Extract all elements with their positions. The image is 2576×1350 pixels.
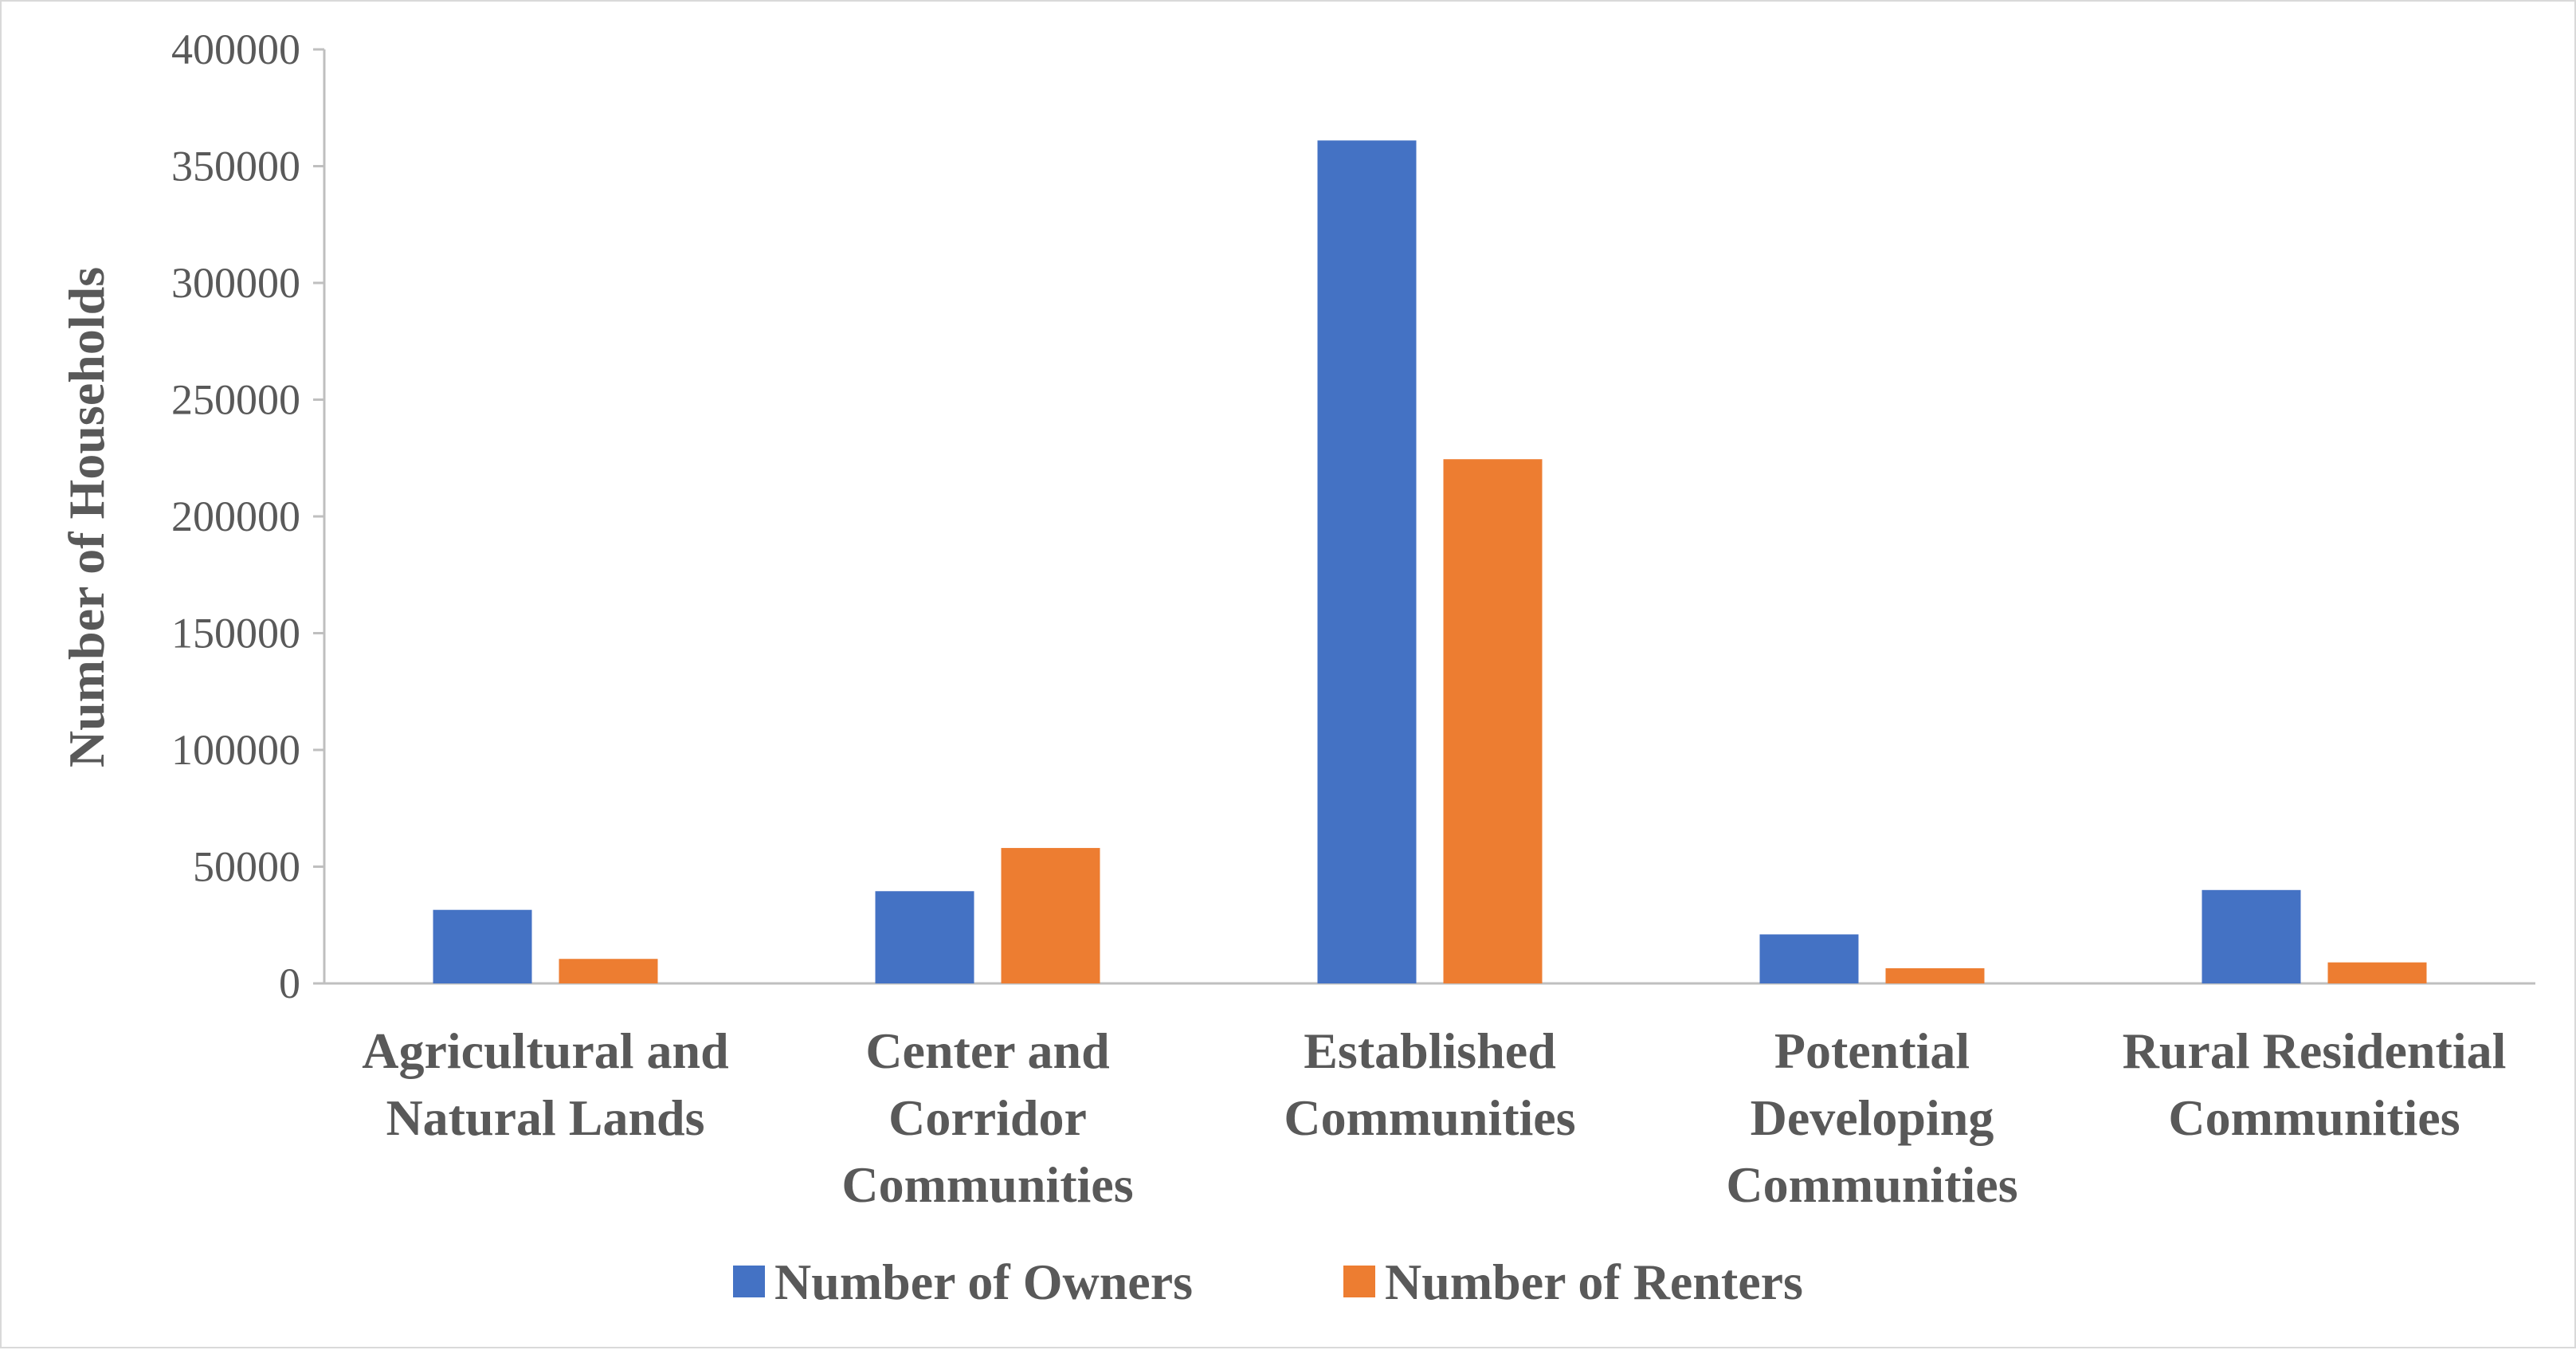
y-tick-label: 250000 — [171, 376, 300, 424]
bar-owners — [2202, 889, 2301, 983]
x-axis-categories: Agricultural and Natural Lands Center and C… — [362, 1022, 2506, 1213]
y-tick-label: 100000 — [171, 726, 300, 774]
bar-renters — [2327, 962, 2427, 983]
legend-swatch — [733, 1266, 765, 1297]
bar-owners — [875, 891, 974, 983]
bar-owners — [433, 909, 532, 983]
y-axis-label: Number of Households — [58, 267, 115, 767]
y-tick-label: 0 — [279, 960, 300, 1007]
y-tick-label: 300000 — [171, 259, 300, 307]
bar-renters — [1443, 459, 1543, 983]
y-tick-label: 400000 — [171, 26, 300, 73]
bars-group — [433, 140, 2427, 983]
bar-renters — [1885, 967, 1985, 983]
bar-renters — [1001, 848, 1100, 983]
x-category-label: Established Communities — [1284, 1022, 1575, 1146]
y-tick-label: 350000 — [171, 143, 300, 190]
x-category-label: Potential Developing Communities — [1726, 1022, 2017, 1213]
x-category-label: Rural Residential Communities — [2123, 1022, 2507, 1146]
bar-renters — [559, 959, 658, 983]
y-tick-label: 200000 — [171, 493, 300, 540]
y-tick-label: 50000 — [193, 843, 300, 891]
x-category-label: Agricultural and Natural Lands — [362, 1022, 728, 1146]
y-axis-ticks: 0 50000 100000 150000 200000 250000 300000 3500… — [171, 26, 324, 1007]
legend-label: Number of Owners — [774, 1254, 1193, 1310]
y-tick-label: 150000 — [171, 610, 300, 657]
bar-owners — [1759, 934, 1859, 983]
bar-owners — [1317, 140, 1417, 983]
legend-label: Number of Renters — [1385, 1254, 1803, 1310]
legend-swatch — [1343, 1266, 1375, 1297]
x-category-label: Center and Corridor Communities — [841, 1022, 1133, 1213]
legend: Number of Owners Number of Renters — [733, 1254, 1803, 1310]
